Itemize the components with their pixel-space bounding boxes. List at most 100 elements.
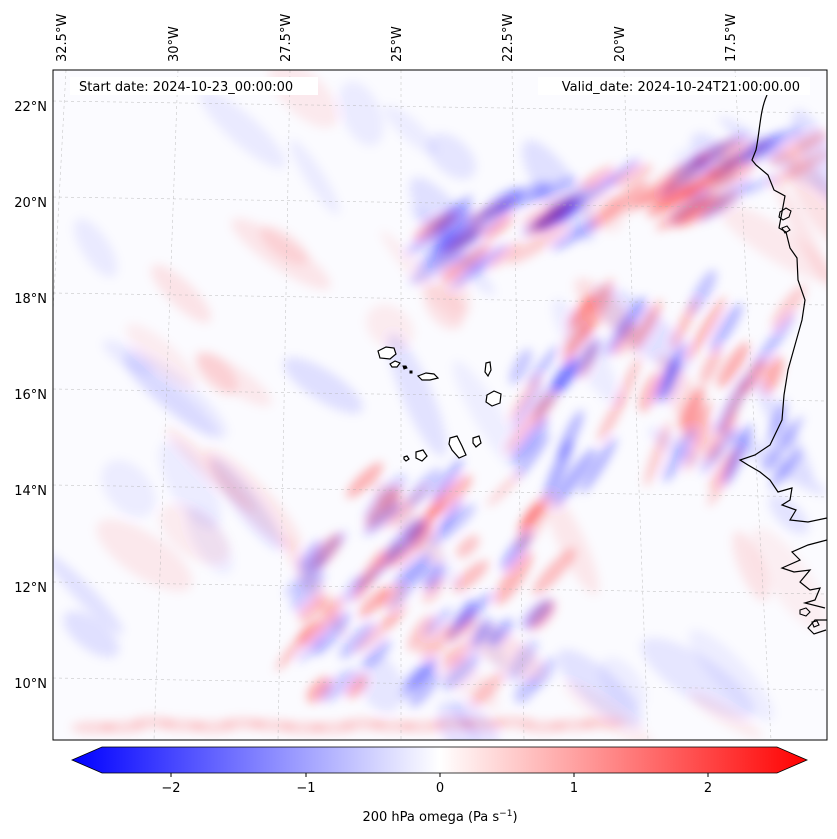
omega-blob <box>357 654 404 713</box>
omega-blob <box>528 345 559 387</box>
island-santa-luzia <box>402 365 413 374</box>
omega-blob <box>409 670 440 708</box>
omega-blob <box>353 549 387 602</box>
omega-blob <box>363 502 401 536</box>
omega-blob <box>125 323 197 388</box>
omega-blob <box>101 459 156 518</box>
island-brava <box>403 455 410 462</box>
omega-blob <box>653 346 682 405</box>
island-maio <box>472 435 482 448</box>
omega-blob <box>150 264 212 323</box>
omega-blob <box>509 348 533 385</box>
omega-blob <box>158 440 222 529</box>
omega-blob <box>530 657 556 691</box>
omega-blob <box>589 181 648 229</box>
omega-blob <box>74 218 118 278</box>
omega-blob <box>358 586 392 618</box>
omega-blob <box>487 471 522 507</box>
omega-blob <box>767 400 787 446</box>
omega-blob <box>683 156 743 200</box>
omega-blob <box>422 577 444 604</box>
omega-blob <box>551 220 598 251</box>
omega-blob <box>557 410 584 460</box>
island-boa-vista <box>485 390 502 407</box>
omega-blob <box>406 224 449 255</box>
omega-blob <box>710 303 743 352</box>
omega-blob <box>515 500 550 551</box>
omega-blob <box>718 203 827 282</box>
colorbar-tick-label: −2 <box>161 781 180 796</box>
omega-blob <box>159 504 230 565</box>
omega-blob <box>640 637 754 719</box>
omega-blob <box>533 390 559 428</box>
omega-blob <box>487 618 514 646</box>
lat-label: 16°N <box>14 388 47 403</box>
omega-blob <box>604 296 647 357</box>
colorbar-label-main: 200 hPa omega (Pa s <box>362 810 499 825</box>
omega-blob <box>441 243 493 282</box>
omega-blob <box>122 349 228 439</box>
coast-banc-arguin <box>778 207 792 234</box>
colorbar: −2 −1 0 1 2 200 hPa omega (Pa s−1) <box>70 746 809 825</box>
omega-blob <box>552 448 597 507</box>
omega-blob <box>452 560 489 593</box>
lat-label: 22°N <box>14 100 47 115</box>
omega-blob <box>482 187 523 218</box>
omega-blob <box>507 224 569 264</box>
omega-blob <box>706 162 755 194</box>
lat-label: 20°N <box>14 196 47 211</box>
omega-blob <box>505 392 551 453</box>
lon-label: 32.5°W <box>55 14 70 62</box>
omega-blob <box>409 252 465 284</box>
omega-blob <box>443 641 471 669</box>
omega-blob <box>630 300 662 353</box>
omega-blob <box>580 437 617 494</box>
omega-blob <box>660 154 722 196</box>
omega-blob <box>580 278 614 339</box>
lon-label: 25°W <box>390 26 405 62</box>
omega-blob <box>705 139 750 176</box>
omega-blob <box>699 345 722 386</box>
lon-label: 27.5°W <box>279 14 294 62</box>
omega-blob <box>569 337 603 380</box>
omega-blob <box>769 131 827 166</box>
omega-blob <box>526 184 590 234</box>
omega-blob <box>662 428 696 483</box>
latitude-labels: 22°N 20°N 18°N 16°N 14°N 12°N 10°N <box>14 100 47 692</box>
omega-blob <box>439 202 473 231</box>
omega-blob <box>306 676 332 703</box>
omega-blob <box>53 553 124 635</box>
omega-blob <box>516 432 551 479</box>
omega-blob <box>659 360 681 404</box>
omega-blob <box>312 611 351 656</box>
omega-blob <box>452 360 526 476</box>
omega-blob <box>521 599 553 630</box>
omega-blob <box>742 175 777 195</box>
omega-blob <box>298 595 327 622</box>
omega-blob <box>638 372 661 413</box>
omega-blob <box>231 218 331 290</box>
omega-blob <box>389 559 431 610</box>
map-panel: Start date: 2024-10-23_00:00:00 Valid_da… <box>14 14 828 741</box>
colorbar-label-end: ) <box>512 810 517 825</box>
island-fogo <box>415 449 428 462</box>
graticule-line <box>511 70 525 740</box>
omega-blob <box>342 574 364 604</box>
colorbar-label: 200 hPa omega (Pa s−1) <box>362 809 517 825</box>
omega-blob <box>732 530 770 602</box>
omega-blob <box>429 503 476 546</box>
omega-blob <box>289 139 340 215</box>
omega-blob <box>283 357 363 414</box>
colorbar-label-sup: −1 <box>499 809 512 819</box>
lon-label: 17.5°W <box>724 14 739 62</box>
omega-blob <box>383 603 408 627</box>
omega-blob <box>679 386 705 431</box>
omega-blob <box>671 298 698 349</box>
omega-blob <box>769 449 802 489</box>
omega-blob <box>551 360 577 394</box>
omega-blob <box>723 423 752 486</box>
omega-blob <box>488 241 521 269</box>
longitude-labels: 32.5°W 30°W 27.5°W 25°W 22.5°W 20°W 17.5… <box>55 14 739 62</box>
island-santiago <box>448 435 467 459</box>
omega-blob <box>630 164 684 209</box>
